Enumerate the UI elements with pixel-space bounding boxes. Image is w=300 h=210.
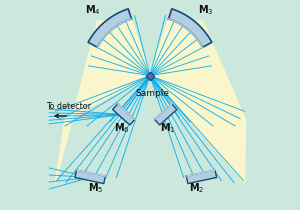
- Text: To detector: To detector: [46, 102, 91, 111]
- Text: M$_{2}$: M$_{2}$: [188, 181, 204, 195]
- Polygon shape: [88, 9, 131, 47]
- Text: M$_{5}$: M$_{5}$: [88, 181, 103, 195]
- Polygon shape: [169, 9, 212, 47]
- Text: M$_{4}$: M$_{4}$: [85, 3, 101, 17]
- Polygon shape: [56, 21, 150, 183]
- Text: M$_{3}$: M$_{3}$: [198, 3, 213, 17]
- Polygon shape: [112, 104, 135, 125]
- Text: Sample: Sample: [135, 89, 169, 98]
- Polygon shape: [186, 170, 217, 184]
- Polygon shape: [154, 104, 177, 125]
- Polygon shape: [75, 170, 105, 184]
- Polygon shape: [150, 21, 245, 183]
- Text: M$_{6}$: M$_{6}$: [114, 122, 130, 135]
- Polygon shape: [128, 9, 131, 19]
- Text: M$_{1}$: M$_{1}$: [160, 122, 176, 135]
